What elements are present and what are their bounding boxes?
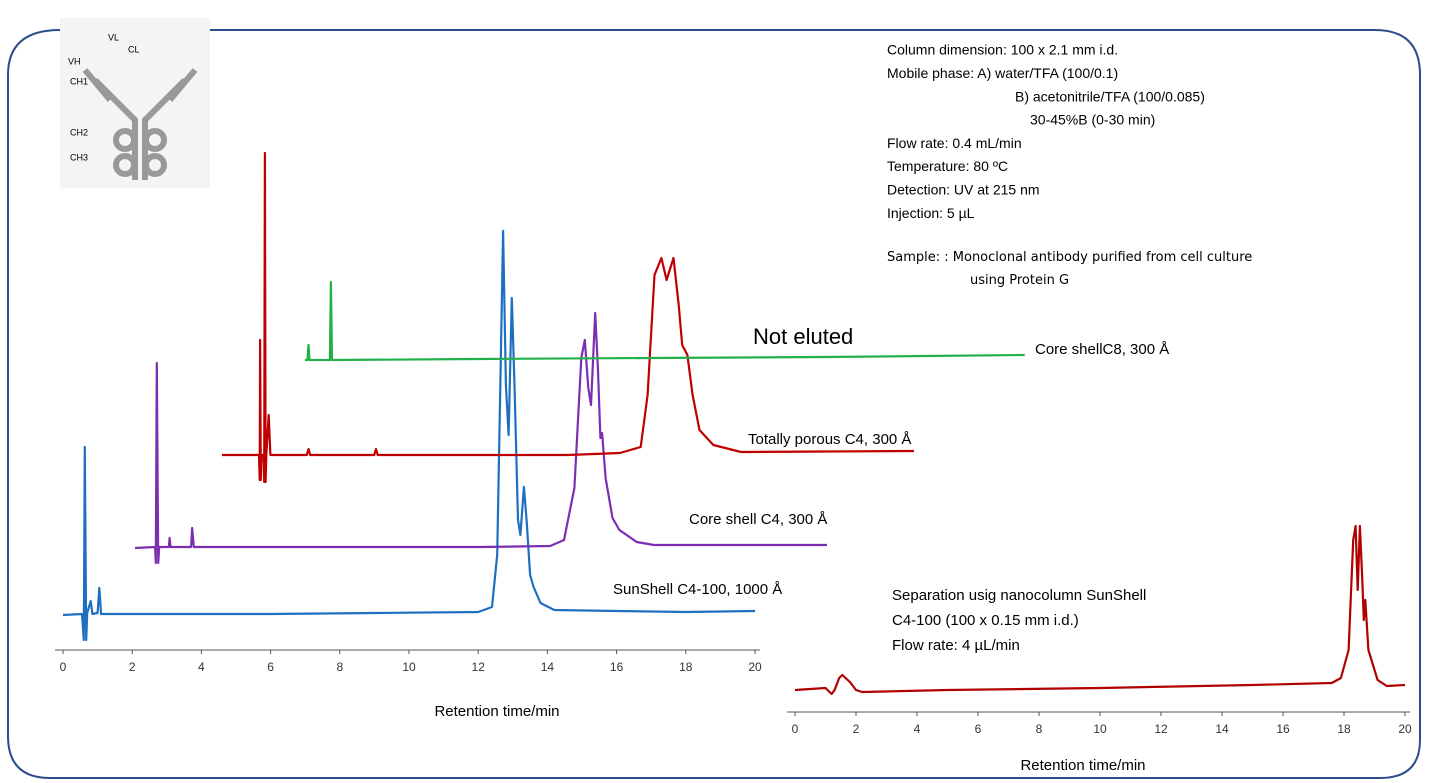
x-tick-label: 18 <box>679 660 693 674</box>
x-tick-label: 6 <box>267 660 274 674</box>
x-tick-label: 18 <box>1337 722 1351 736</box>
antibody-label: CL <box>128 44 140 54</box>
trace <box>794 524 1406 696</box>
antibody-label: VH <box>68 56 81 66</box>
x-tick-label: 20 <box>748 660 762 674</box>
antibody-label: CH3 <box>70 152 88 162</box>
condition-text: Temperature: 80 ºC <box>887 158 1008 174</box>
condition-text: Detection: UV at 215 nm <box>887 182 1040 198</box>
x-tick-label: 0 <box>792 722 799 736</box>
antibody-label: CH1 <box>70 76 88 86</box>
series-label: Core shellC8, 300 Å <box>1035 341 1169 358</box>
trace <box>62 229 756 642</box>
condition-text: Column dimension: 100 x 2.1 mm i.d. <box>887 42 1118 58</box>
trace <box>305 280 1025 362</box>
x-tick-label: 20 <box>1398 722 1412 736</box>
x-tick-label: 14 <box>1215 722 1229 736</box>
x-tick-label: 16 <box>610 660 624 674</box>
condition-text: 30-45%B (0-30 min) <box>1030 112 1155 128</box>
series-label: SunShell C4-100, 1000 Å <box>613 581 782 598</box>
x-tick-label: 10 <box>1093 722 1107 736</box>
condition-text: Flow rate: 0.4 mL/min <box>887 135 1022 151</box>
frame <box>7 29 1421 779</box>
condition-text: Injection: 5 µL <box>887 205 975 221</box>
condition-text: using Protein G <box>970 273 1069 288</box>
x-tick-label: 12 <box>1154 722 1168 736</box>
annotation: Not eluted <box>753 324 853 349</box>
condition-text: B) acetonitrile/TFA (100/0.085) <box>1015 88 1205 104</box>
x-axis-label: Retention time/min <box>434 703 559 720</box>
condition-text: Sample: : Monoclonal antibody purified f… <box>887 250 1252 265</box>
antibody-icon <box>82 68 198 180</box>
x-tick-label: 16 <box>1276 722 1290 736</box>
antibody-label: VL <box>108 32 119 42</box>
annotation: Flow rate: 4 µL/min <box>892 637 1020 654</box>
trace <box>134 311 827 565</box>
x-tick-label: 4 <box>914 722 921 736</box>
x-tick-label: 2 <box>853 722 860 736</box>
x-tick-label: 12 <box>472 660 486 674</box>
annotation: C4-100 (100 x 0.15 mm i.d.) <box>892 612 1079 629</box>
x-tick-label: 8 <box>336 660 343 674</box>
x-tick-label: 2 <box>129 660 136 674</box>
trace <box>222 151 915 484</box>
x-tick-label: 6 <box>975 722 982 736</box>
condition-text: Mobile phase: A) water/TFA (100/0.1) <box>887 65 1118 81</box>
x-tick-label: 8 <box>1036 722 1043 736</box>
series-label: Totally porous C4, 300 Å <box>748 431 911 448</box>
annotation: Separation usig nanocolumn SunShell <box>892 587 1146 604</box>
x-tick-label: 4 <box>198 660 205 674</box>
x-tick-label: 10 <box>402 660 416 674</box>
x-axis-label: Retention time/min <box>1020 757 1145 774</box>
antibody-label: CH2 <box>70 127 88 137</box>
series-label: Core shell C4, 300 Å <box>689 511 827 528</box>
x-tick-label: 0 <box>60 660 67 674</box>
x-tick-label: 14 <box>541 660 555 674</box>
